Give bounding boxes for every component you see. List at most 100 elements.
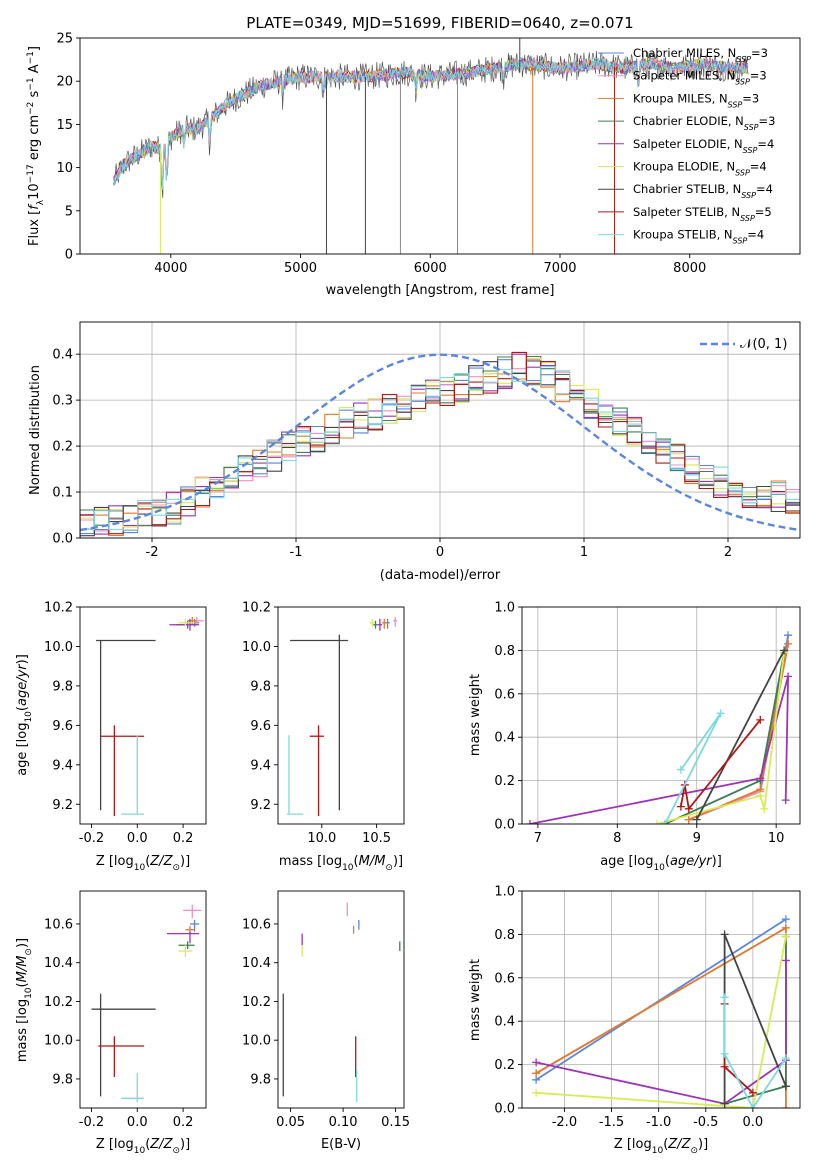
x-tick-label: 8000 bbox=[673, 261, 706, 276]
x-axis-label: age [log10(age/yr)] bbox=[600, 854, 722, 873]
label-part: ⊙ bbox=[690, 1146, 698, 1156]
y-tick-label: 0.0 bbox=[52, 532, 73, 547]
x-tick-label: -0.5 bbox=[693, 1115, 718, 1130]
y-tick-label: 9.4 bbox=[52, 758, 73, 773]
label-part: 10 bbox=[27, 183, 42, 200]
plot-area bbox=[80, 351, 800, 538]
panel-residuals: -2 -1 0 1 2 0.0 0.1 0.2 0.3 0.4 bbox=[52, 321, 801, 560]
y-tick-label: 9.2 bbox=[250, 798, 271, 813]
y-tick-label: 10.6 bbox=[242, 917, 271, 932]
series-marker bbox=[781, 1054, 790, 1063]
x-axis-label: wavelength [Angstrom, rest frame] bbox=[326, 283, 555, 298]
y-tick-label: 1.0 bbox=[494, 601, 515, 616]
chart-title: PLATE=0349, MJD=51699, FIBERID=0640, z=0… bbox=[246, 14, 633, 32]
label-part: ⊙ bbox=[385, 863, 393, 873]
y-tick-label: 10.0 bbox=[242, 1034, 271, 1049]
label-part: ⊙ bbox=[172, 863, 180, 873]
axes-frame bbox=[79, 37, 801, 255]
label-part: ( bbox=[354, 854, 359, 869]
label-part: )] bbox=[393, 854, 403, 869]
label-part: mass [log bbox=[279, 854, 342, 869]
label-part: ] bbox=[27, 46, 42, 51]
gaussian-curve bbox=[80, 353, 800, 532]
x-tick-label: 8 bbox=[613, 831, 621, 846]
series-marker bbox=[784, 639, 793, 648]
legend-label: Salpeter STELIB, NSSP=5 bbox=[633, 205, 772, 223]
series-line-salpeter-elodie bbox=[535, 960, 787, 1105]
legend-text: Chabrier MILES, N bbox=[633, 46, 736, 60]
label-part: ( bbox=[145, 1137, 150, 1152]
y-tick-label: 10.4 bbox=[242, 956, 271, 971]
series-marker bbox=[748, 1104, 757, 1108]
legend-tail: =4 bbox=[756, 182, 773, 196]
label-part: )] bbox=[15, 938, 30, 948]
legend-tail: =4 bbox=[757, 137, 774, 151]
panel-spectrum: 4000 5000 6000 7000 8000 0 5 10 15 20 25 bbox=[56, 32, 801, 276]
label-part: )] bbox=[15, 654, 30, 664]
y-tick-label: 9.4 bbox=[250, 758, 271, 773]
plot-area bbox=[525, 631, 793, 824]
y-tick-label: 0.1 bbox=[52, 486, 73, 501]
legend-sub: SSP bbox=[728, 100, 743, 109]
x-tick-label: 0.0 bbox=[743, 1115, 764, 1130]
plot-area bbox=[286, 616, 398, 817]
label-part: E(B-V) bbox=[321, 1137, 361, 1152]
histogram-salpeter-stelib bbox=[80, 351, 800, 538]
label-part: f bbox=[27, 203, 42, 210]
legend-text: Kroupa STELIB, N bbox=[633, 228, 733, 242]
y-axis-label: age [log10(age/yr)] bbox=[15, 654, 34, 776]
legend-tail: =3 bbox=[742, 91, 759, 105]
legend-tail: =3 bbox=[751, 46, 768, 60]
y-tick-label: 0.4 bbox=[494, 731, 515, 746]
label-part: ( bbox=[663, 1137, 668, 1152]
x-tick-label: 0.0 bbox=[127, 831, 148, 846]
legend-sub: SSP bbox=[733, 236, 748, 245]
x-tick-label: 0.15 bbox=[381, 1115, 410, 1130]
x-tick-label: -1.0 bbox=[646, 1115, 671, 1130]
y-tick-label: 10.2 bbox=[44, 601, 73, 616]
y-tick-label: 10.2 bbox=[242, 601, 271, 616]
series-marker bbox=[525, 820, 534, 824]
series-marker bbox=[781, 1082, 790, 1091]
legend-sub: SSP bbox=[743, 145, 758, 154]
x-tick-label: 7000 bbox=[543, 261, 576, 276]
label-part: −1 bbox=[26, 51, 36, 64]
y-tick-label: 10.2 bbox=[242, 995, 271, 1010]
series-marker bbox=[781, 923, 790, 932]
axes-frame bbox=[79, 890, 207, 1109]
label-part: −1 bbox=[26, 77, 36, 90]
label-part: 10 bbox=[134, 863, 146, 873]
y-axis-label: Normed distribution bbox=[28, 365, 43, 495]
y-tick-label: 9.6 bbox=[52, 719, 73, 734]
y-tick-label: 0.0 bbox=[494, 1102, 515, 1117]
legend-sub: SSP bbox=[740, 213, 755, 222]
plot-area bbox=[532, 915, 790, 1108]
series-marker bbox=[676, 765, 685, 774]
x-tick-label: 0.2 bbox=[173, 831, 194, 846]
y-tick-label: 9.8 bbox=[52, 1072, 73, 1087]
label-part: age [log bbox=[15, 723, 30, 776]
series-line-kroupa-stelib bbox=[723, 997, 787, 1108]
legend-text: Salpeter STELIB, N bbox=[633, 205, 740, 219]
y-tick-label: 0 bbox=[65, 248, 73, 263]
label-part: A bbox=[27, 64, 42, 77]
series-marker bbox=[756, 791, 765, 800]
legend-tail: =3 bbox=[759, 114, 776, 128]
y-tick-label: 0.6 bbox=[494, 687, 515, 702]
legend-label: 𝒩(0, 1) bbox=[740, 337, 787, 352]
x-tick-label: 6000 bbox=[414, 261, 447, 276]
legend-label: Kroupa ELODIE, NSSP=4 bbox=[633, 160, 767, 178]
series-marker bbox=[532, 1069, 541, 1078]
x-tick-label: 1 bbox=[580, 545, 588, 560]
y-axis-label: mass [log10(M/M⊙)] bbox=[15, 938, 34, 1062]
plot-area bbox=[91, 904, 202, 1103]
legend-label: Salpeter ELODIE, NSSP=4 bbox=[633, 137, 774, 155]
label-part: mass weight bbox=[468, 959, 483, 1041]
legend-sub: SSP bbox=[744, 123, 759, 132]
y-tick-label: 0.2 bbox=[52, 440, 73, 455]
x-tick-label: 0.0 bbox=[127, 1115, 148, 1130]
series-marker bbox=[781, 915, 790, 924]
label-part: age/yr bbox=[670, 854, 713, 869]
label-part: 10 bbox=[652, 1146, 664, 1156]
label-part: Normed distribution bbox=[28, 365, 43, 495]
